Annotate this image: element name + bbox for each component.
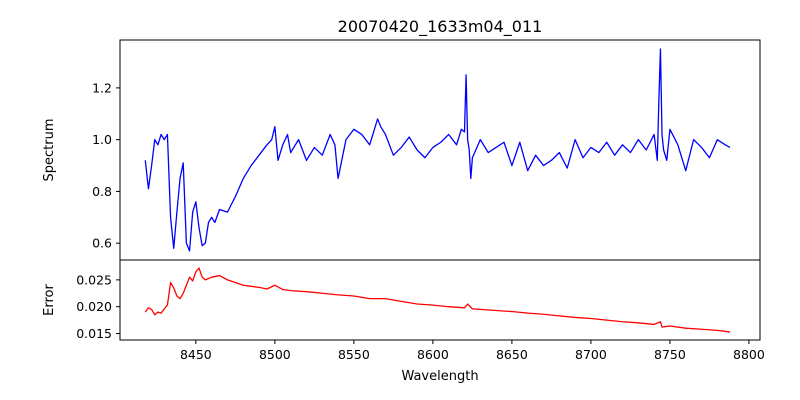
- error-series-line: [144, 267, 731, 333]
- error-y-tick-label: 0.025: [76, 272, 112, 287]
- spectrum-series-line: [144, 48, 731, 252]
- x-axis-label: Wavelength: [401, 369, 478, 384]
- x-tick-label: 8650: [496, 347, 528, 362]
- x-tick-label: 8700: [575, 347, 607, 362]
- x-tick-label: 8450: [180, 347, 212, 362]
- error-y-tick-label: 0.015: [76, 326, 112, 341]
- spectrum-y-tick-label: 1.0: [92, 132, 112, 147]
- spectrum-y-tick-label: 1.2: [92, 80, 112, 95]
- chart-title: 20070420_1633m04_011: [338, 17, 543, 37]
- error-panel: 0.015 0.020 0.025 Error: [42, 259, 761, 341]
- spectrum-axis-label: Spectrum: [42, 119, 57, 182]
- error-y-tick-label: 0.020: [76, 299, 112, 314]
- spectrum-y-tick-label: 0.6: [92, 236, 112, 251]
- error-axis-label: Error: [42, 284, 57, 316]
- spectrum-y-tick-label: 0.8: [92, 184, 112, 199]
- spectrum-panel: 0.6 0.8 1.0 1.2 Spectrum: [42, 39, 761, 261]
- x-axis: 8450 8500 8550 8600 8650 8700 8750 8800: [180, 340, 765, 362]
- error-plot-frame: [119, 259, 761, 341]
- x-tick-label: 8750: [654, 347, 686, 362]
- x-tick-label: 8500: [259, 347, 291, 362]
- x-tick-label: 8800: [733, 347, 765, 362]
- x-tick-label: 8600: [417, 347, 449, 362]
- x-tick-label: 8550: [338, 347, 370, 362]
